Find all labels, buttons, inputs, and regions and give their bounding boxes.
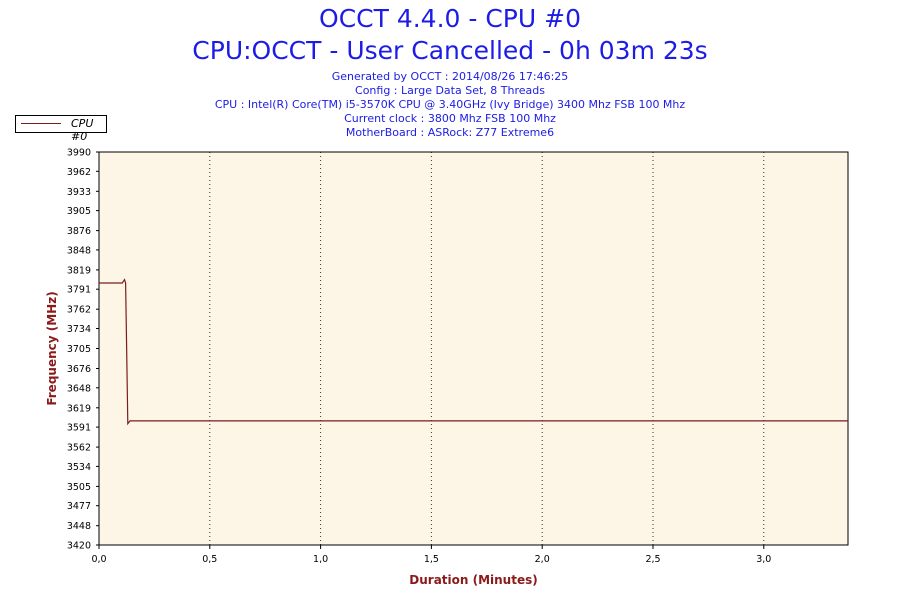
- y-tick-label: 3962: [67, 167, 91, 178]
- y-tick-label: 3905: [67, 206, 91, 217]
- plot-area: [99, 152, 848, 545]
- y-tick-label: 3648: [67, 383, 91, 394]
- x-axis-label: Duration (Minutes): [409, 573, 537, 587]
- series-line-cpu0: [99, 278, 848, 426]
- chart-title: OCCT 4.4.0 - CPU #0: [319, 4, 581, 33]
- y-tick-label: 3676: [67, 364, 91, 375]
- y-tick-label: 3734: [67, 324, 91, 335]
- x-tick-label: 1,5: [424, 554, 439, 565]
- y-tick-label: 3534: [67, 462, 91, 473]
- info-cpu: CPU : Intel(R) Core(TM) i5-3570K CPU @ 3…: [214, 98, 686, 111]
- y-tick-label: 3619: [67, 403, 91, 414]
- y-tick-label: 3933: [67, 187, 91, 198]
- y-tick-label: 3448: [67, 521, 91, 532]
- legend-swatch: [21, 123, 61, 124]
- x-tick-label: 0,5: [202, 554, 217, 565]
- x-tick-label: 2,5: [645, 554, 660, 565]
- y-tick-label: 3705: [67, 344, 91, 355]
- y-tick-label: 3791: [67, 285, 91, 296]
- y-tick-label: 3848: [67, 245, 91, 256]
- x-tick-label: 3,0: [756, 554, 771, 565]
- chart-subtitle: CPU:OCCT - User Cancelled - 0h 03m 23s: [192, 36, 708, 65]
- legend-label: CPU #0: [71, 117, 94, 143]
- y-axis-label: Frequency (MHz): [45, 291, 59, 405]
- y-tick-label: 3477: [67, 501, 91, 512]
- y-tick-label: 3505: [67, 482, 91, 493]
- x-tick-label: 2,0: [535, 554, 550, 565]
- y-tick-label: 3562: [67, 443, 91, 454]
- y-tick-label: 3591: [67, 423, 91, 434]
- chart-legend: CPU #0: [15, 115, 107, 143]
- y-tick-label: 3819: [67, 265, 91, 276]
- info-config: Config : Large Data Set, 8 Threads: [355, 84, 545, 97]
- y-tick-label: 3762: [67, 305, 91, 316]
- info-generated: Generated by OCCT : 2014/08/26 17:46:25: [331, 70, 569, 83]
- info-motherboard: MotherBoard : ASRock: Z77 Extreme6: [345, 126, 555, 139]
- y-tick-label: 3990: [67, 148, 91, 159]
- x-tick-label: 1,0: [313, 554, 328, 565]
- y-tick-label: 3876: [67, 226, 91, 237]
- info-current-clock: Current clock : 3800 Mhz FSB 100 Mhz: [344, 112, 556, 125]
- y-tick-label: 3420: [67, 541, 91, 552]
- x-tick-label: 0,0: [91, 554, 106, 565]
